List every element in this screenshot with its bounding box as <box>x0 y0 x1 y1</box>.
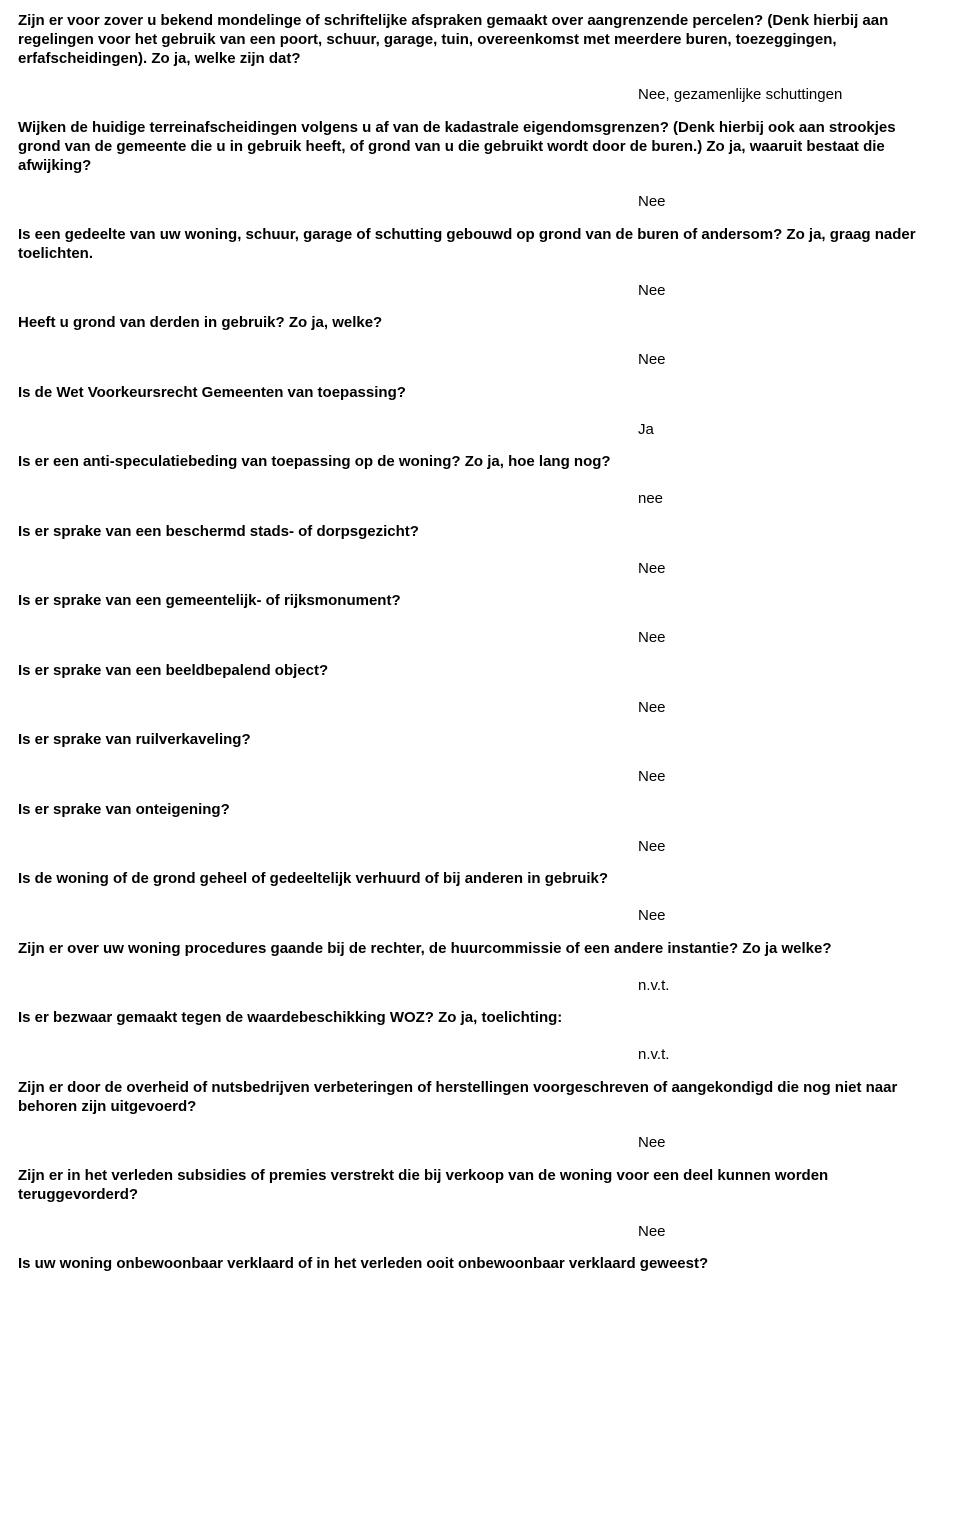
answer-text: Nee <box>638 907 938 926</box>
answer-text: Ja <box>638 421 938 440</box>
qa-item: Heeft u grond van derden in gebruik? Zo … <box>18 314 942 370</box>
answer-text: Nee <box>638 1223 938 1242</box>
qa-item: Is er sprake van ruilverkaveling? Nee <box>18 731 942 787</box>
question-text: Is er bezwaar gemaakt tegen de waardebes… <box>18 1009 942 1028</box>
qa-item: Is de woning of de grond geheel of gedee… <box>18 870 942 926</box>
qa-item: Is er sprake van een gemeentelijk- of ri… <box>18 592 942 648</box>
question-text: Is een gedeelte van uw woning, schuur, g… <box>18 226 942 264</box>
question-text: Is er sprake van ruilverkaveling? <box>18 731 942 750</box>
answer-text: n.v.t. <box>638 1046 938 1065</box>
question-text: Zijn er over uw woning procedures gaande… <box>18 940 942 959</box>
qa-item: Is uw woning onbewoonbaar verklaard of i… <box>18 1255 942 1274</box>
answer-text: Nee <box>638 193 938 212</box>
qa-item: Is er sprake van een beschermd stads- of… <box>18 523 942 579</box>
question-text: Zijn er voor zover u bekend mondelinge o… <box>18 12 942 68</box>
question-text: Is er een anti-speculatiebeding van toep… <box>18 453 942 472</box>
answer-text: Nee <box>638 629 938 648</box>
question-text: Zijn er in het verleden subsidies of pre… <box>18 1167 942 1205</box>
qa-item: Is een gedeelte van uw woning, schuur, g… <box>18 226 942 300</box>
question-text: Is er sprake van onteigening? <box>18 801 942 820</box>
answer-text: nee <box>638 490 938 509</box>
question-text: Wijken de huidige terreinafscheidingen v… <box>18 119 942 175</box>
qa-item: Zijn er voor zover u bekend mondelinge o… <box>18 12 942 105</box>
qa-item: Is er bezwaar gemaakt tegen de waardebes… <box>18 1009 942 1065</box>
question-text: Is er sprake van een gemeentelijk- of ri… <box>18 592 942 611</box>
question-text: Zijn er door de overheid of nutsbedrijve… <box>18 1079 942 1117</box>
question-text: Is de woning of de grond geheel of gedee… <box>18 870 942 889</box>
question-text: Is er sprake van een beschermd stads- of… <box>18 523 942 542</box>
questionnaire: Zijn er voor zover u bekend mondelinge o… <box>18 12 942 1274</box>
qa-item: Zijn er door de overheid of nutsbedrijve… <box>18 1079 942 1153</box>
answer-text: Nee <box>638 768 938 787</box>
answer-text: Nee, gezamenlijke schuttingen <box>638 86 938 105</box>
qa-item: Wijken de huidige terreinafscheidingen v… <box>18 119 942 212</box>
qa-item: Is er een anti-speculatiebeding van toep… <box>18 453 942 509</box>
answer-text: n.v.t. <box>638 977 938 996</box>
qa-item: Zijn er in het verleden subsidies of pre… <box>18 1167 942 1241</box>
question-text: Is er sprake van een beeldbepalend objec… <box>18 662 942 681</box>
qa-item: Zijn er over uw woning procedures gaande… <box>18 940 942 996</box>
question-text: Is de Wet Voorkeursrecht Gemeenten van t… <box>18 384 942 403</box>
answer-text: Nee <box>638 699 938 718</box>
answer-text: Nee <box>638 560 938 579</box>
qa-item: Is er sprake van onteigening? Nee <box>18 801 942 857</box>
answer-text: Nee <box>638 838 938 857</box>
answer-text: Nee <box>638 282 938 301</box>
qa-item: Is de Wet Voorkeursrecht Gemeenten van t… <box>18 384 942 440</box>
answer-text: Nee <box>638 1134 938 1153</box>
answer-text: Nee <box>638 351 938 370</box>
question-text: Heeft u grond van derden in gebruik? Zo … <box>18 314 942 333</box>
question-text: Is uw woning onbewoonbaar verklaard of i… <box>18 1255 942 1274</box>
qa-item: Is er sprake van een beeldbepalend objec… <box>18 662 942 718</box>
